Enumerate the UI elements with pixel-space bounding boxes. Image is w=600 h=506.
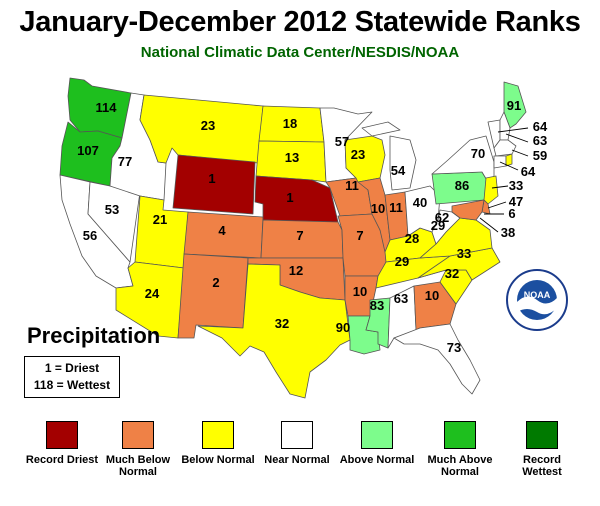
legend-swatch xyxy=(202,421,234,449)
rank-label-il: 10 xyxy=(371,201,385,216)
leader-line-nj xyxy=(491,185,509,189)
rank-label-in: 11 xyxy=(389,200,403,215)
rank-label-ny: 70 xyxy=(471,146,485,161)
rank-label-de: 47 xyxy=(509,194,523,209)
state-MI xyxy=(361,121,417,191)
rank-label-nv: 53 xyxy=(105,202,119,217)
rank-label-pa: 86 xyxy=(455,178,469,193)
rank-label-ia: 11 xyxy=(345,178,359,193)
rank-label-ar: 10 xyxy=(353,284,367,299)
state-NM xyxy=(177,253,249,339)
state-RI xyxy=(505,153,513,167)
rank-label-ne: 1 xyxy=(286,190,293,205)
legend-swatch xyxy=(361,421,393,449)
rank-key: 1 = Driest 118 = Wettest xyxy=(24,356,120,398)
legend-swatch xyxy=(46,421,78,449)
rank-label-mo: 7 xyxy=(356,228,363,243)
legend-item-much-above: Much Above Normal xyxy=(420,421,500,478)
rank-label-ct: 64 xyxy=(521,164,536,179)
legend-label: Much Above Normal xyxy=(427,454,493,478)
rank-label-sc: 32 xyxy=(445,266,459,281)
state-NH xyxy=(499,111,511,141)
legend-swatch xyxy=(444,421,476,449)
rank-label-id: 77 xyxy=(118,154,132,169)
legend-swatch xyxy=(526,421,558,449)
leader-line-de xyxy=(487,201,507,209)
state-NE xyxy=(254,175,339,223)
rank-label-md: 6 xyxy=(508,206,515,221)
legend-label: Below Normal xyxy=(181,454,255,466)
rank-label-fl: 73 xyxy=(447,340,461,355)
map-title: January-December 2012 Statewide Ranks xyxy=(19,6,581,38)
rank-label-ga: 10 xyxy=(425,288,439,303)
rank-label-nh: 63 xyxy=(533,133,547,148)
rank-label-ca: 56 xyxy=(83,228,97,243)
rank-label-ok: 12 xyxy=(289,263,303,278)
rank-label-ks: 7 xyxy=(296,228,303,243)
rank-label-mn: 57 xyxy=(335,134,349,149)
map-subtitle: National Climatic Data Center/NESDIS/NOA… xyxy=(140,44,460,61)
legend-item-near: Near Normal xyxy=(257,421,337,466)
legend-item-record-wettest: Record Wettest xyxy=(502,421,582,478)
rank-key-wettest: 118 = Wettest xyxy=(33,378,111,392)
legend-item-much-below: Much Below Normal xyxy=(98,421,178,478)
rank-label-wi: 23 xyxy=(351,147,365,162)
rank-label-va: 29 xyxy=(431,218,445,233)
legend-label: Much Below Normal xyxy=(105,454,171,478)
rank-key-driest: 1 = Driest xyxy=(44,361,100,375)
rank-label-wv: 62 xyxy=(435,210,449,225)
rank-label-nm: 2 xyxy=(212,275,219,290)
legend-swatch xyxy=(281,421,313,449)
rank-label-or: 107 xyxy=(77,143,99,158)
rank-label-vt: 64 xyxy=(533,119,548,134)
rank-label-ms: 83 xyxy=(370,298,384,313)
leader-line-ri xyxy=(479,217,499,233)
state-MD xyxy=(451,199,485,221)
rank-label-ky: 28 xyxy=(405,231,419,246)
rank-label-ma: 59 xyxy=(533,148,547,163)
rank-label-nc: 33 xyxy=(457,246,471,261)
state-NJ xyxy=(483,175,499,205)
rank-label-az: 24 xyxy=(145,286,160,301)
rank-label-nd: 18 xyxy=(283,116,297,131)
state-TX xyxy=(197,263,351,399)
rank-label-la: 90 xyxy=(336,320,350,335)
rank-label-nj: 33 xyxy=(509,178,523,193)
rank-label-sd: 13 xyxy=(285,150,299,165)
legend-swatch xyxy=(122,421,154,449)
legend-label: Record Driest xyxy=(25,454,99,466)
rank-label-wy: 1 xyxy=(208,171,215,186)
state-FL xyxy=(393,323,481,395)
legend-item-below: Below Normal xyxy=(178,421,258,466)
leader-line-nh xyxy=(505,133,529,143)
legend-label: Record Wettest xyxy=(522,454,562,478)
rank-label-wa: 114 xyxy=(96,100,118,115)
leader-line-vt xyxy=(497,127,529,133)
rank-label-tn: 29 xyxy=(395,254,409,269)
state-SD xyxy=(255,140,327,183)
rank-label-al: 63 xyxy=(394,291,408,306)
leader-line-ma xyxy=(511,149,529,157)
legend-label: Near Normal xyxy=(264,454,330,466)
logo-text: NOAA xyxy=(524,290,551,300)
rank-label-me: 91 xyxy=(507,98,521,113)
legend-label: Above Normal xyxy=(339,454,415,466)
legend-item-record-driest: Record Driest xyxy=(22,421,102,466)
rank-label-co: 4 xyxy=(218,223,226,238)
rank-label-mi: 54 xyxy=(391,163,406,178)
leader-line-ct xyxy=(499,161,519,171)
variable-label: Precipitation xyxy=(27,323,161,348)
noaa-logo-icon: NOAA xyxy=(506,269,568,331)
rank-label-ut: 21 xyxy=(153,212,167,227)
rank-label-ri: 38 xyxy=(501,225,515,240)
legend-item-above: Above Normal xyxy=(337,421,417,466)
rank-label-mt: 23 xyxy=(201,118,215,133)
state-WY xyxy=(172,154,256,215)
rank-label-oh: 40 xyxy=(413,195,427,210)
rank-label-tx: 32 xyxy=(275,316,289,331)
